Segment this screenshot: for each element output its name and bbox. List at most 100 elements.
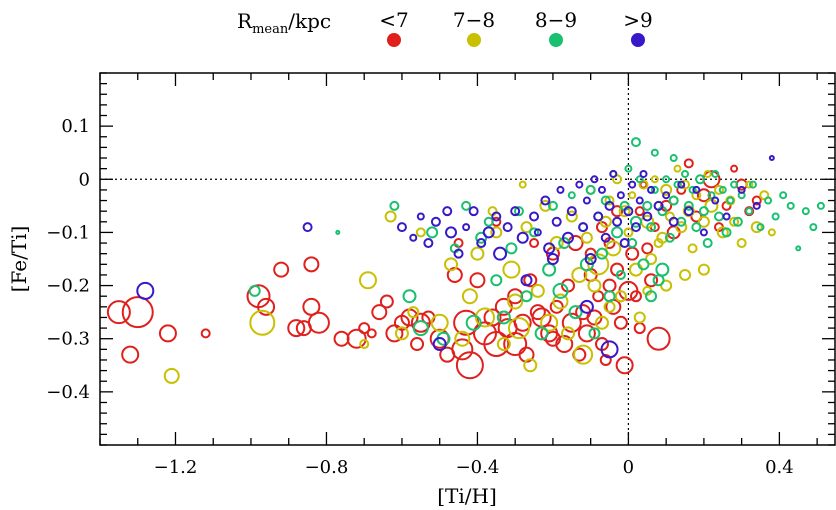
data-point <box>543 242 556 255</box>
data-point <box>703 169 712 178</box>
data-point <box>629 290 642 303</box>
data-point <box>490 226 503 239</box>
data-point <box>523 358 538 373</box>
data-point <box>502 260 521 279</box>
data-point <box>713 211 724 222</box>
data-point <box>455 351 484 380</box>
data-point <box>582 196 591 205</box>
data-point <box>121 345 140 364</box>
data-point <box>444 257 459 272</box>
data-point <box>688 185 697 194</box>
data-point <box>530 283 545 298</box>
data-point <box>410 337 425 352</box>
data-point <box>561 326 576 341</box>
data-point <box>358 322 371 335</box>
data-point <box>646 222 657 233</box>
y-tick-label: −0.1 <box>46 222 90 243</box>
data-point <box>333 330 350 347</box>
data-point <box>568 305 583 320</box>
data-point <box>697 263 710 276</box>
y-axis: 0.1 0 −0.1 −0.2 −0.3 −0.4 <box>46 72 835 446</box>
x-tick-label: 0 <box>623 457 634 478</box>
data-point <box>660 183 673 196</box>
data-point <box>423 238 434 249</box>
data-point <box>584 253 597 265</box>
legend-title-sub: mean <box>252 22 289 37</box>
data-point <box>248 284 261 297</box>
data-point <box>552 293 569 310</box>
data-point <box>483 216 494 227</box>
data-point <box>771 212 780 221</box>
data-point <box>571 266 588 283</box>
x-tick-label: −1.2 <box>154 457 198 478</box>
plot-area: −1.2 −0.8 −0.4 0 0.4 0.1 0 −0.1 −0.2 −0.3 −0.4 <box>46 72 836 478</box>
data-point <box>430 313 449 332</box>
data-point <box>737 185 746 194</box>
data-point <box>468 206 479 217</box>
data-point <box>523 273 538 288</box>
data-point <box>507 293 524 310</box>
data-point <box>163 367 180 384</box>
data-point <box>698 206 709 217</box>
data-point <box>635 175 644 184</box>
x-tick-label: −0.8 <box>305 457 349 478</box>
data-point <box>628 191 637 200</box>
data-point <box>713 184 724 195</box>
data-point <box>249 309 276 336</box>
data-point <box>540 313 559 332</box>
data-point <box>605 240 622 257</box>
data-point <box>809 223 818 232</box>
legend-marker <box>631 33 645 47</box>
data-point <box>335 229 341 235</box>
data-point <box>453 248 464 259</box>
data-point <box>599 215 612 228</box>
data-point <box>359 339 370 350</box>
data-point <box>518 180 527 189</box>
data-point <box>650 148 659 157</box>
data-point <box>681 169 690 178</box>
data-point <box>702 238 713 249</box>
data-point <box>505 242 518 255</box>
data-point <box>729 216 740 227</box>
data-point <box>816 201 825 210</box>
data-point <box>200 328 211 339</box>
y-tick-label: −0.3 <box>46 329 90 350</box>
data-point <box>795 245 802 252</box>
legend-label: <7 <box>379 8 408 32</box>
data-point <box>474 307 495 328</box>
data-point <box>565 210 578 223</box>
data-point <box>561 312 582 333</box>
data-point <box>629 215 642 228</box>
data-point <box>779 191 788 200</box>
data-point <box>394 326 409 341</box>
x-tick-label: 0.4 <box>765 457 794 478</box>
data-point <box>503 332 528 357</box>
data-point <box>412 320 429 337</box>
data-point <box>507 317 530 340</box>
data-point <box>510 206 521 217</box>
data-point <box>483 331 510 358</box>
data-point <box>540 195 551 206</box>
data-point <box>409 233 418 242</box>
data-point <box>711 196 720 205</box>
data-point <box>578 222 589 233</box>
data-point <box>801 207 810 216</box>
data-point <box>611 205 624 218</box>
data-point <box>556 185 565 194</box>
data-point <box>756 223 765 232</box>
plot-frame <box>99 72 836 446</box>
data-point <box>619 238 630 249</box>
data-point <box>307 311 330 334</box>
data-point <box>644 273 659 288</box>
data-point <box>577 324 596 343</box>
data-point <box>597 185 606 194</box>
data-point <box>542 262 557 277</box>
data-point <box>346 328 367 349</box>
data-point <box>645 290 658 303</box>
legend-title-rest: /kpc <box>288 9 331 33</box>
data-point <box>653 200 664 211</box>
data-point <box>366 328 377 339</box>
legend-marker <box>549 33 563 47</box>
data-point <box>496 310 511 325</box>
